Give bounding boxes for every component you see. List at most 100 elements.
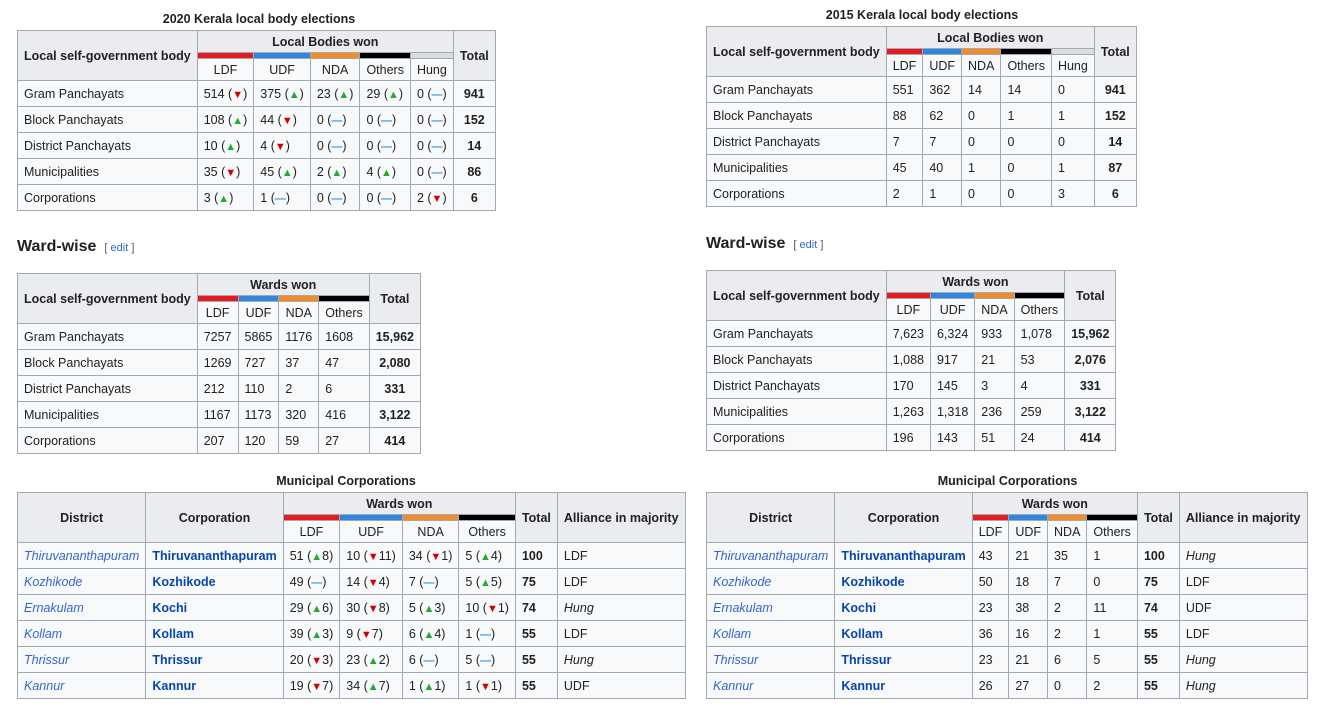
party-column-header: Others (318, 301, 370, 324)
wards-cell: 120 (237, 427, 280, 454)
wards-cell: 51 (974, 424, 1015, 451)
wards-cell: 59 (278, 427, 320, 454)
total-cell: 15,962 (1064, 320, 1117, 347)
change-indicator: (—) (303, 574, 327, 589)
alliance-cell: LDF (1178, 620, 1308, 647)
cell-value: 20 (289, 652, 304, 667)
wards-cell: 236 (974, 398, 1015, 425)
total-cell: 6 (452, 184, 496, 211)
district-link[interactable]: Kannur (16, 672, 147, 699)
total-cell: 14 (1093, 128, 1137, 155)
party-column-header: Others (1000, 54, 1052, 77)
change-indicator: (—) (423, 164, 447, 179)
corporation-link[interactable]: Kochi (145, 594, 284, 621)
change-indicator: (▲) (217, 138, 241, 153)
wards-cell: 0 (—) (359, 106, 411, 133)
change-indicator: (▲) (224, 112, 248, 127)
district-link[interactable]: Thiruvananthapuram (705, 542, 836, 569)
change-value: 4 (378, 574, 386, 589)
right-ward-heading: Ward-wise[ edit ] (706, 235, 824, 252)
district-link[interactable]: Kollam (705, 620, 836, 647)
corporation-link[interactable]: Thiruvananthapuram (834, 542, 973, 569)
wards-cell: 4 (▼) (253, 132, 311, 159)
wards-cell: 23 (▲) (309, 80, 361, 107)
cell-value: 514 (203, 86, 225, 101)
corporation-link[interactable]: Kochi (834, 594, 973, 621)
total-cell: 74 (514, 594, 558, 621)
edit-link[interactable]: edit (799, 239, 818, 251)
wards-cell: 196 (885, 424, 931, 451)
change-indicator: (—) (423, 112, 447, 127)
corporation-link[interactable]: Kannur (145, 672, 284, 699)
corporation-link[interactable]: Thrissur (834, 646, 973, 673)
change-indicator: (▲) (323, 164, 347, 179)
corporation-link[interactable]: Kollam (145, 620, 284, 647)
alliance-cell: Hung (1178, 646, 1308, 673)
party-column-header: NDA (278, 301, 320, 324)
party-column-header: NDA (309, 58, 361, 81)
district-link[interactable]: Kannur (705, 672, 836, 699)
district-link[interactable]: Ernakulam (16, 594, 147, 621)
party-color-swatch (279, 296, 319, 301)
corporation-link[interactable]: Kozhikode (834, 568, 973, 595)
wards-cell: 5 (▲4) (458, 542, 516, 569)
body-name: District Panchayats (706, 372, 887, 399)
change-value: 1 (497, 600, 505, 615)
cell-value: 5 (408, 600, 416, 615)
total-cell: 100 (1136, 542, 1180, 569)
cell-value: 29 (289, 600, 304, 615)
wards-cell: 34 (▲7) (339, 672, 403, 699)
district-link[interactable]: Thrissur (705, 646, 836, 673)
total-cell: 87 (1093, 154, 1137, 181)
table-row: Block Panchayats 1269 727 37 47 2,080 (17, 349, 421, 376)
total-cell: 941 (1093, 76, 1137, 103)
corporation-link[interactable]: Kozhikode (145, 568, 284, 595)
body-header: Local self-government body (17, 30, 198, 81)
total-cell: 75 (1136, 568, 1180, 595)
left-ward-block: Local self-government body Wards won Total… (17, 273, 421, 454)
party-color-swatch (1014, 293, 1065, 298)
wards-cell: 4 (1013, 372, 1066, 399)
party-color-swatch (197, 53, 254, 58)
corporation-header: Corporation (145, 492, 284, 543)
wards-cell: 7257 (196, 323, 239, 350)
district-link[interactable]: Kozhikode (16, 568, 147, 595)
corporation-link[interactable]: Thiruvananthapuram (145, 542, 284, 569)
district-link[interactable]: Kozhikode (705, 568, 836, 595)
no-change-icon: — (381, 140, 393, 153)
district-link[interactable]: Thiruvananthapuram (16, 542, 147, 569)
wards-cell: 0 (1086, 568, 1138, 595)
wards-cell: 416 (318, 401, 370, 428)
wards-cell: 27 (1008, 672, 1049, 699)
district-link[interactable]: Ernakulam (705, 594, 836, 621)
increase-arrow-icon: ▲ (281, 166, 293, 179)
decrease-arrow-icon: ▼ (367, 576, 379, 589)
district-link[interactable]: Kollam (16, 620, 147, 647)
party-color-swatch (197, 296, 238, 301)
cell-value: 0 (316, 112, 324, 127)
no-change-icon: — (431, 114, 443, 127)
cell-value: 1 (465, 626, 473, 641)
corporation-link[interactable]: Kollam (834, 620, 973, 647)
wards-cell: 35 (▼) (196, 158, 255, 185)
cell-value: 49 (289, 574, 304, 589)
no-change-icon: — (480, 628, 491, 641)
table-caption: Municipal Corporations (276, 474, 416, 488)
table-row: Kozhikode Kozhikode 49 (—) 14 (▼4) 7 (—) 5 (▲… (16, 568, 686, 595)
corporation-link[interactable]: Kannur (834, 672, 973, 699)
table-row: Gram Panchayats 7,623 6,324 933 1,078 15,962 (706, 320, 1117, 347)
cell-value: 1 (408, 678, 416, 693)
wards-cell: 0 (—) (309, 106, 361, 133)
total-cell: 414 (368, 427, 421, 454)
cell-value: 51 (289, 548, 304, 563)
edit-link[interactable]: edit (110, 242, 129, 254)
wards-cell: 170 (885, 372, 931, 399)
party-color-swatch (310, 53, 360, 58)
district-link[interactable]: Thrissur (16, 646, 147, 673)
wards-cell: 320 (278, 401, 320, 428)
wards-cell: 30 (▼8) (339, 594, 403, 621)
wards-cell: 51 (▲8) (282, 542, 341, 569)
increase-arrow-icon: ▲ (480, 550, 491, 563)
party-column-header: UDF (237, 301, 280, 324)
corporation-link[interactable]: Thrissur (145, 646, 284, 673)
